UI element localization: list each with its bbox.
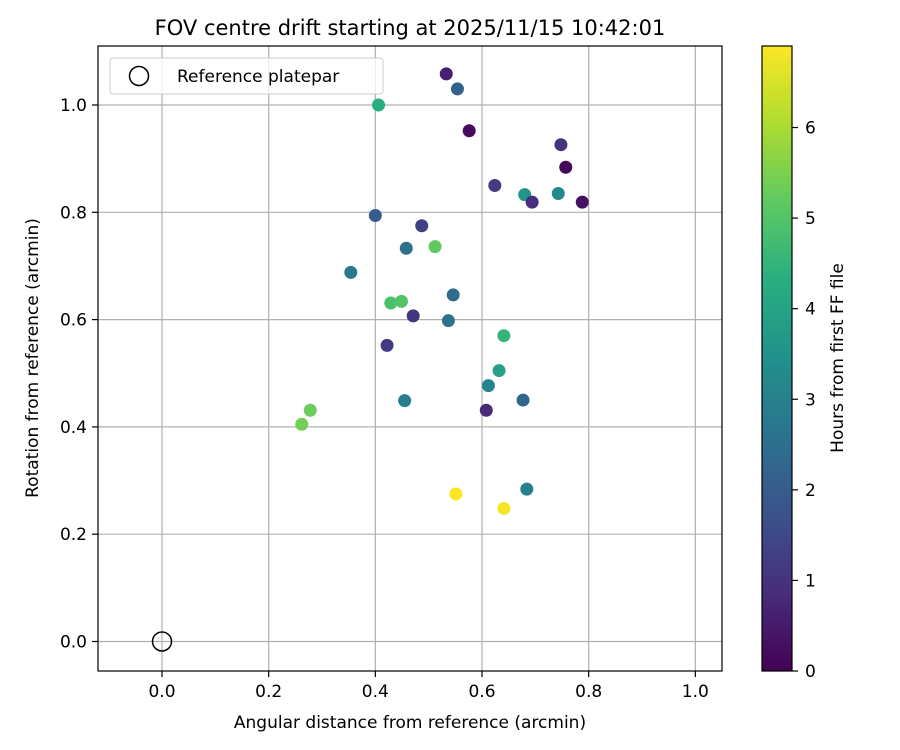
data-point — [380, 338, 394, 352]
x-tick-label: 0.4 — [362, 682, 389, 702]
x-tick-label: 0.8 — [575, 682, 602, 702]
y-axis-label: Rotation from reference (arcmin) — [23, 218, 43, 498]
y-tick-label: 0.6 — [60, 311, 87, 331]
colorbar-tick-label: 6 — [805, 119, 816, 139]
legend-label: Reference platepar — [177, 67, 339, 87]
colorbar-ticks: 0 1 2 3 4 5 6 — [792, 119, 816, 682]
data-points — [295, 67, 589, 515]
x-axis-label: Angular distance from reference (arcmin) — [234, 713, 586, 733]
x-tick-label: 0.0 — [148, 682, 175, 702]
y-tick-label: 0.2 — [60, 525, 87, 545]
y-tick-label: 0.8 — [60, 203, 87, 223]
data-point — [492, 364, 506, 378]
data-point — [398, 394, 412, 408]
data-point — [446, 288, 460, 302]
data-point — [520, 482, 534, 496]
plot-area-frame — [97, 45, 723, 672]
colorbar-tick-label: 4 — [805, 300, 816, 320]
data-point — [525, 195, 539, 209]
data-point — [559, 160, 573, 174]
data-point — [344, 265, 358, 279]
data-point — [450, 82, 464, 96]
data-point — [449, 487, 463, 501]
data-point — [399, 241, 413, 255]
colorbar-tick-label: 5 — [805, 209, 816, 229]
x-tick-label: 1.0 — [682, 682, 709, 702]
colorbar-gradient — [761, 45, 793, 672]
x-axis-ticks: 0.0 0.2 0.4 0.6 0.8 1.0 — [148, 671, 709, 702]
data-point — [372, 98, 386, 112]
colorbar-tick-label: 1 — [805, 571, 816, 591]
x-tick-label: 0.6 — [468, 682, 495, 702]
data-point — [575, 195, 589, 209]
data-point — [428, 240, 442, 254]
data-point — [441, 314, 455, 328]
y-tick-label: 1.0 — [60, 96, 87, 116]
legend: Reference platepar — [109, 57, 384, 95]
legend-box — [109, 57, 384, 95]
x-tick-label: 0.2 — [255, 682, 282, 702]
data-point — [303, 403, 317, 417]
data-point — [415, 219, 429, 233]
colorbar-tick-label: 2 — [805, 481, 816, 501]
reference-platepar-point — [151, 631, 173, 652]
y-axis-ticks: 0.0 0.2 0.4 0.6 0.8 1.0 — [60, 96, 98, 652]
legend-marker-icon — [128, 65, 150, 87]
colorbar-tick-label: 0 — [805, 662, 816, 682]
data-point — [406, 309, 420, 323]
data-point — [394, 294, 408, 308]
data-point — [488, 178, 502, 192]
colorbar-label: Hours from first FF file — [828, 263, 848, 453]
data-point — [551, 187, 565, 201]
data-point — [368, 209, 382, 223]
data-point — [497, 501, 511, 515]
data-point — [516, 393, 530, 407]
data-point — [295, 417, 309, 431]
y-tick-label: 0.0 — [60, 632, 87, 652]
colorbar-tick-label: 3 — [805, 390, 816, 410]
data-point — [439, 67, 453, 81]
colorbar: 0 1 2 3 4 5 6 Hours from first FF file — [761, 45, 848, 682]
data-point — [481, 379, 495, 393]
data-point — [497, 329, 511, 343]
chart-title: FOV centre drift starting at 2025/11/15 … — [155, 16, 666, 40]
data-point — [554, 138, 568, 152]
data-point — [384, 296, 398, 310]
y-tick-label: 0.4 — [60, 418, 87, 438]
data-point — [479, 403, 493, 417]
data-point — [462, 124, 476, 138]
